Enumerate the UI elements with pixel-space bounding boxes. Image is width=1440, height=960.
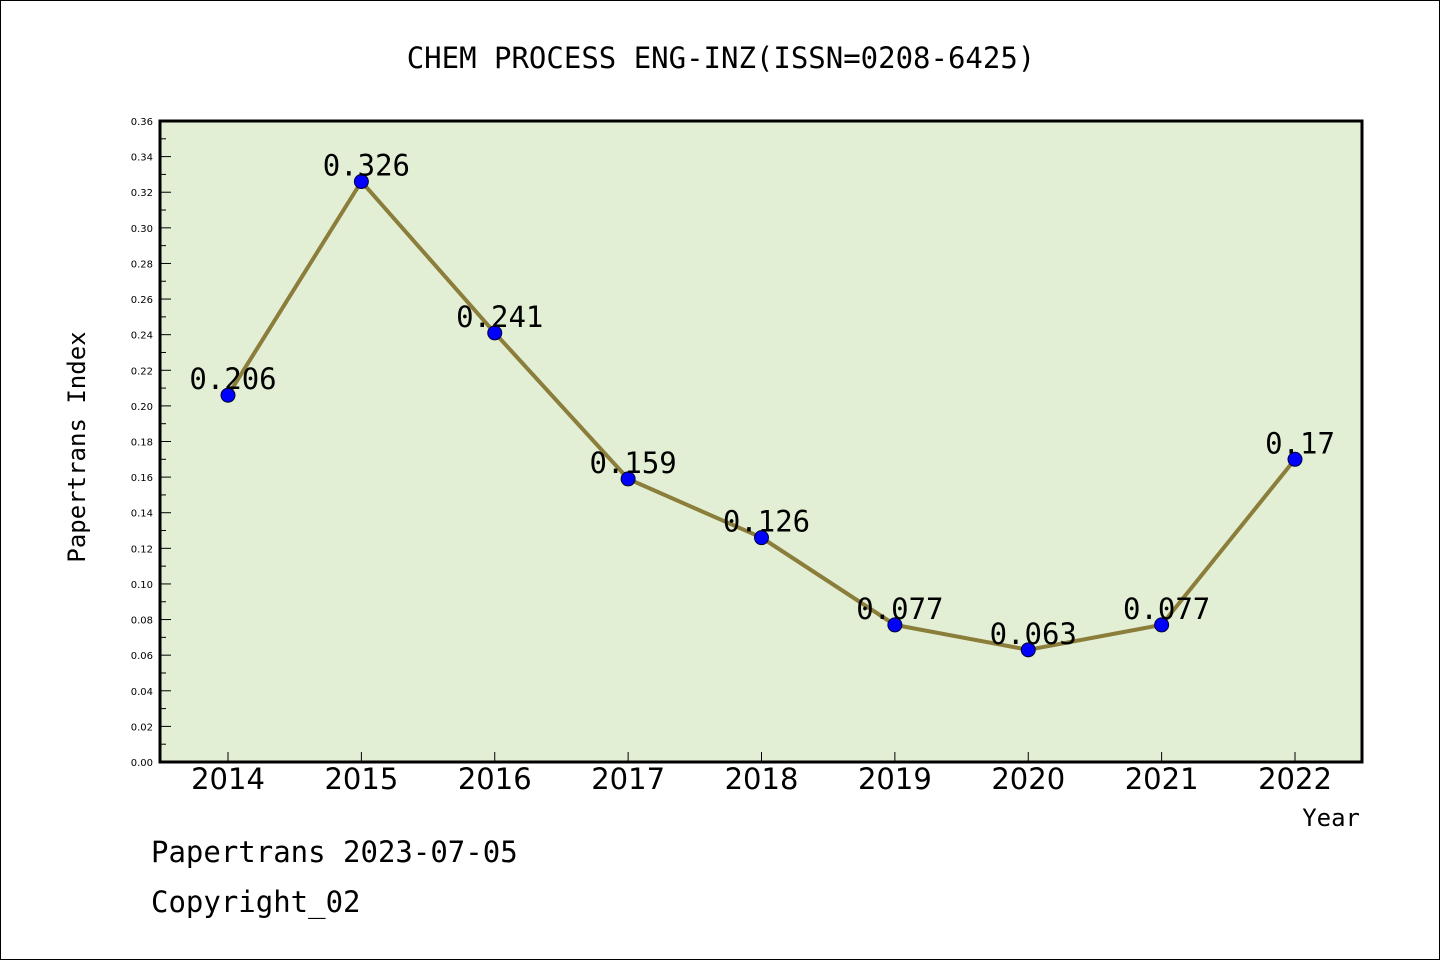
y-tick-label: 0.24 <box>131 331 153 342</box>
x-tick-label: 2018 <box>725 762 799 796</box>
y-tick-label: 0.26 <box>131 295 153 306</box>
x-axis-ticks: 2014 2015 2016 2017 2018 2019 2020 2021 2022 <box>191 752 1332 796</box>
y-tick-label: 0.06 <box>131 651 153 662</box>
data-point <box>353 174 369 190</box>
data-point <box>487 325 503 341</box>
data-label: 0.077 <box>1123 592 1210 626</box>
data-label: 0.206 <box>189 362 276 396</box>
data-label: 0.159 <box>589 446 676 480</box>
x-tick-label: 2022 <box>1258 762 1332 796</box>
chart-title: CHEM PROCESS ENG-INZ(ISSN=0208-6425) <box>407 41 1036 75</box>
y-tick-label: 0.12 <box>131 544 153 555</box>
x-tick-label: 2015 <box>324 762 398 796</box>
data-point <box>754 530 769 546</box>
data-point <box>1287 451 1303 467</box>
data-label: 0.063 <box>990 617 1077 651</box>
y-tick-label: 0.30 <box>131 224 153 235</box>
y-axis-ticks: 0.00 0.02 0.04 0.06 0.08 0.10 0.12 0.14 0.16 0.18… <box>131 117 171 769</box>
y-tick-label: 0.20 <box>131 402 153 413</box>
y-tick-label: 0.02 <box>131 722 153 733</box>
y-tick-label: 0.04 <box>131 687 153 698</box>
y-axis-label: Papertrans Index <box>63 331 91 562</box>
y-tick-label: 0.32 <box>131 188 153 199</box>
data-label: 0.17 <box>1265 426 1335 460</box>
data-point <box>887 617 903 633</box>
y-tick-label: 0.36 <box>131 117 153 128</box>
data-label: 0.241 <box>456 300 543 334</box>
data-point <box>620 471 636 487</box>
footer-date: Papertrans 2023-07-05 <box>151 835 518 869</box>
plot-area <box>160 121 1362 762</box>
data-point <box>1020 642 1036 658</box>
data-points <box>220 174 1303 658</box>
y-tick-label: 0.18 <box>131 438 153 449</box>
y-tick-label: 0.34 <box>131 153 153 164</box>
data-point <box>1154 617 1170 633</box>
x-tick-label: 2019 <box>858 762 932 796</box>
y-tick-label: 0.28 <box>131 259 153 270</box>
y-tick-label: 0.16 <box>131 473 153 484</box>
data-labels: 0.206 0.326 0.241 0.159 0.126 0.077 0.063 0.077… <box>189 149 1335 651</box>
data-point <box>220 387 236 403</box>
x-tick-label: 2017 <box>591 762 665 796</box>
y-tick-label: 0.08 <box>131 616 153 627</box>
x-tick-label: 2020 <box>991 762 1065 796</box>
footer-copyright: Copyright_02 <box>151 885 361 919</box>
y-tick-label: 0.10 <box>131 580 153 591</box>
y-tick-label: 0.22 <box>131 366 153 377</box>
y-tick-label: 0.14 <box>131 509 153 520</box>
x-tick-label: 2016 <box>458 762 532 796</box>
data-label: 0.077 <box>856 592 943 626</box>
x-axis-label: Year <box>1302 804 1360 832</box>
y-tick-label: 0.00 <box>131 758 153 769</box>
plot-border <box>158 119 1364 764</box>
data-label: 0.126 <box>723 505 810 539</box>
x-tick-label: 2014 <box>191 762 265 796</box>
x-tick-label: 2021 <box>1125 762 1199 796</box>
data-label: 0.326 <box>323 149 410 183</box>
